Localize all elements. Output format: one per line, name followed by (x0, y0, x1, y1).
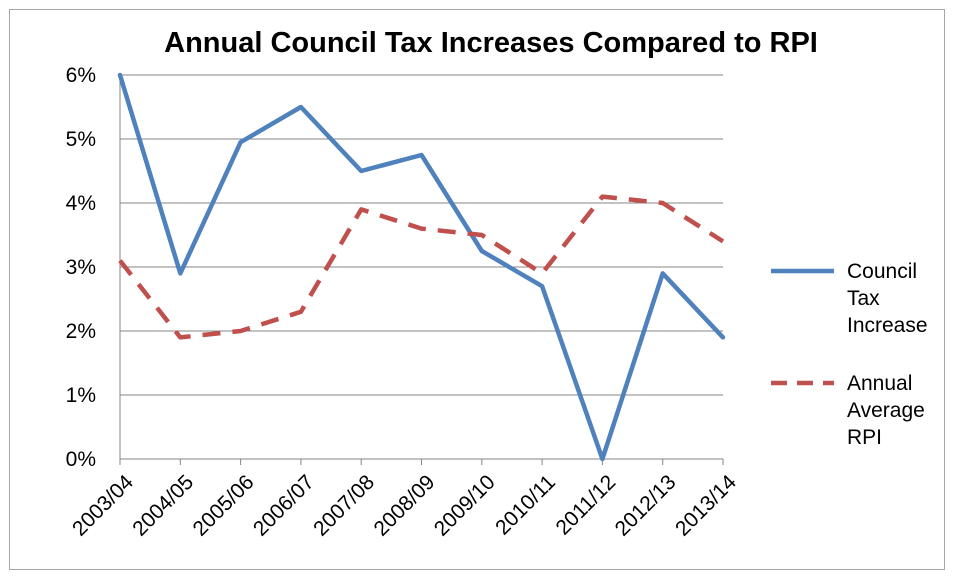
y-tick-label: 3% (66, 256, 96, 279)
y-axis-tick-labels: 0% 1% 2% 3% 4% 5% 6% (66, 64, 96, 471)
x-axis-tick-labels: 2003/042004/052005/062006/072007/082008/… (68, 470, 741, 540)
y-tick-label: 1% (66, 384, 96, 407)
legend: Council Tax Increase Annual Average RPI (771, 260, 928, 449)
council-tax-line (117, 72, 726, 462)
legend-label: Average (847, 399, 925, 422)
y-tick-label: 5% (66, 128, 96, 151)
y-tick-label: 4% (66, 192, 96, 215)
legend-label: Increase (847, 314, 928, 337)
y-tick-label: 6% (66, 64, 96, 87)
x-tick-label: 2010/11 (491, 471, 560, 540)
x-tick-label: 2013/14 (671, 470, 741, 540)
x-tick-label: 2005/06 (189, 471, 259, 541)
x-tick-label: 2004/05 (128, 471, 198, 541)
axes (119, 75, 724, 465)
gridlines (120, 74, 723, 396)
x-tick-label: 2011/12 (551, 471, 620, 540)
y-tick-label: 0% (66, 448, 96, 471)
legend-label: Council (847, 260, 917, 283)
legend-label: RPI (847, 426, 882, 449)
legend-label: Annual (847, 372, 912, 395)
legend-label: Tax (847, 287, 880, 310)
series-lines (117, 72, 726, 462)
chart-area (9, 9, 945, 570)
x-tick-label: 2009/10 (430, 471, 500, 541)
x-tick-label: 2006/07 (249, 471, 319, 541)
x-tick-label: 2008/09 (369, 471, 439, 541)
x-tick-label: 2007/08 (309, 471, 379, 541)
chart-title: Annual Council Tax Increases Compared to… (164, 27, 818, 59)
y-tick-label: 2% (66, 320, 96, 343)
x-tick-label: 2003/04 (68, 470, 138, 540)
x-tick-label: 2012/13 (611, 471, 681, 541)
rpi-line (118, 194, 725, 340)
